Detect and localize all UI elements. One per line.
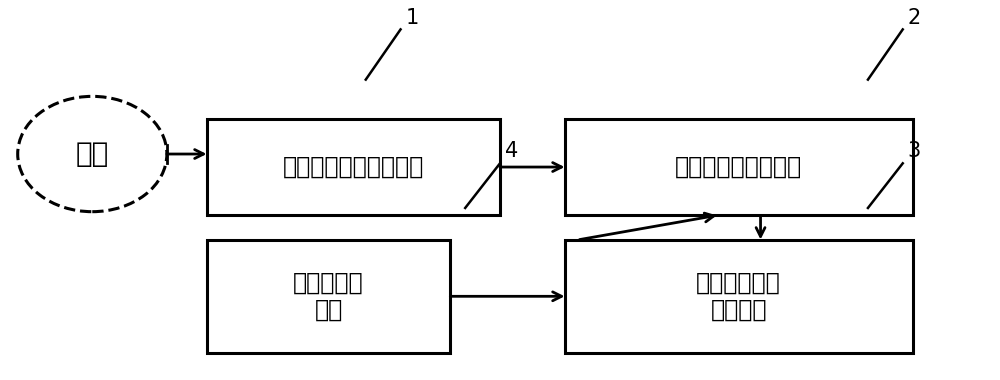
Text: 3: 3 [908, 141, 921, 161]
Text: 阵列微弱信号
探测模块: 阵列微弱信号 探测模块 [696, 271, 781, 322]
Text: 样本: 样本 [76, 140, 109, 168]
Text: 前置荪光信号收集模块: 前置荪光信号收集模块 [283, 155, 424, 179]
Bar [565, 239, 913, 353]
Text: 2: 2 [908, 8, 921, 27]
Bar [207, 239, 450, 353]
Text: 1: 1 [406, 8, 419, 27]
Text: 控制与计算
模块: 控制与计算 模块 [293, 271, 364, 322]
Bar [207, 119, 500, 215]
Bar [565, 119, 913, 215]
Text: 4: 4 [505, 141, 518, 161]
Text: 多通道空间编码模块: 多通道空间编码模块 [675, 155, 802, 179]
